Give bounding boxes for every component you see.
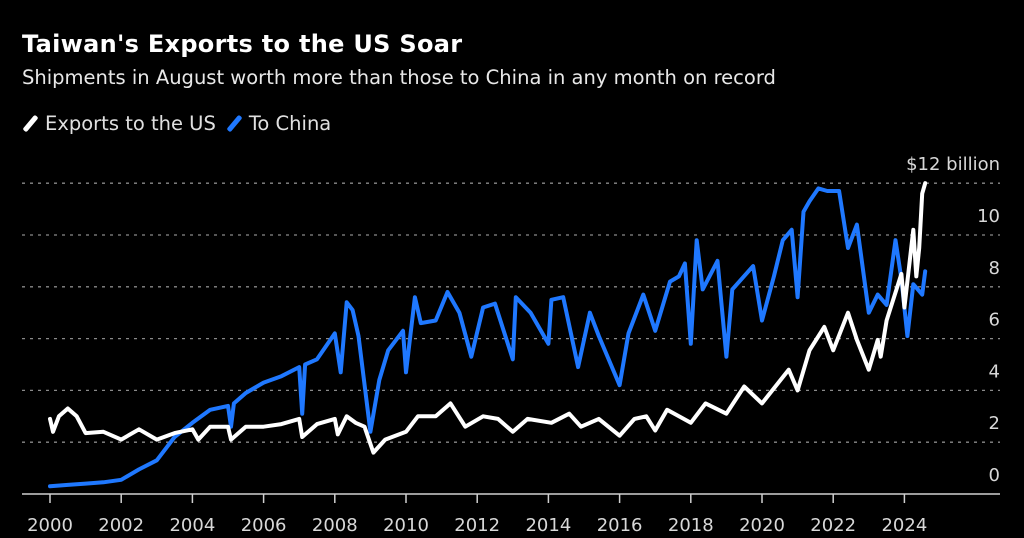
y-tick-label-4: 4 [989, 361, 1000, 382]
x-tick-label-2012: 2012 [454, 515, 500, 536]
x-tick-label-2006: 2006 [241, 515, 287, 536]
y-tick-label-6: 6 [989, 310, 1000, 331]
x-tick-label-2014: 2014 [525, 515, 571, 536]
legend-item-us: Exports to the US [22, 112, 216, 135]
y-tick-label-10: 10 [977, 206, 1000, 227]
y-tick-label-2: 2 [989, 413, 1000, 434]
legend-item-china: To China [226, 112, 331, 135]
legend-label-us: Exports to the US [45, 112, 216, 135]
legend: Exports to the US To China [22, 112, 341, 135]
x-tick-label-2016: 2016 [597, 515, 643, 536]
x-tick-label-2000: 2000 [27, 515, 73, 536]
chart-subtitle: Shipments in August worth more than thos… [22, 66, 776, 89]
y-tick-label-8: 8 [989, 258, 1000, 279]
x-tick-label-2010: 2010 [383, 515, 429, 536]
x-tick-label-2018: 2018 [668, 515, 714, 536]
legend-label-china: To China [248, 112, 332, 135]
chart-title: Taiwan's Exports to the US Soar [22, 30, 463, 58]
series-line-to-china [48, 186, 928, 489]
y-tick-label-0: 0 [989, 465, 1000, 486]
x-tick-label-2024: 2024 [881, 515, 927, 536]
series-line-exports-to-us [48, 181, 928, 455]
x-tick-label-2004: 2004 [169, 515, 215, 536]
x-tick-label-2020: 2020 [739, 515, 785, 536]
x-tick-label-2002: 2002 [98, 515, 144, 536]
x-tick-label-2022: 2022 [810, 515, 856, 536]
y-tick-label-12: $12 billion [906, 154, 1000, 175]
x-tick-label-2008: 2008 [312, 515, 358, 536]
